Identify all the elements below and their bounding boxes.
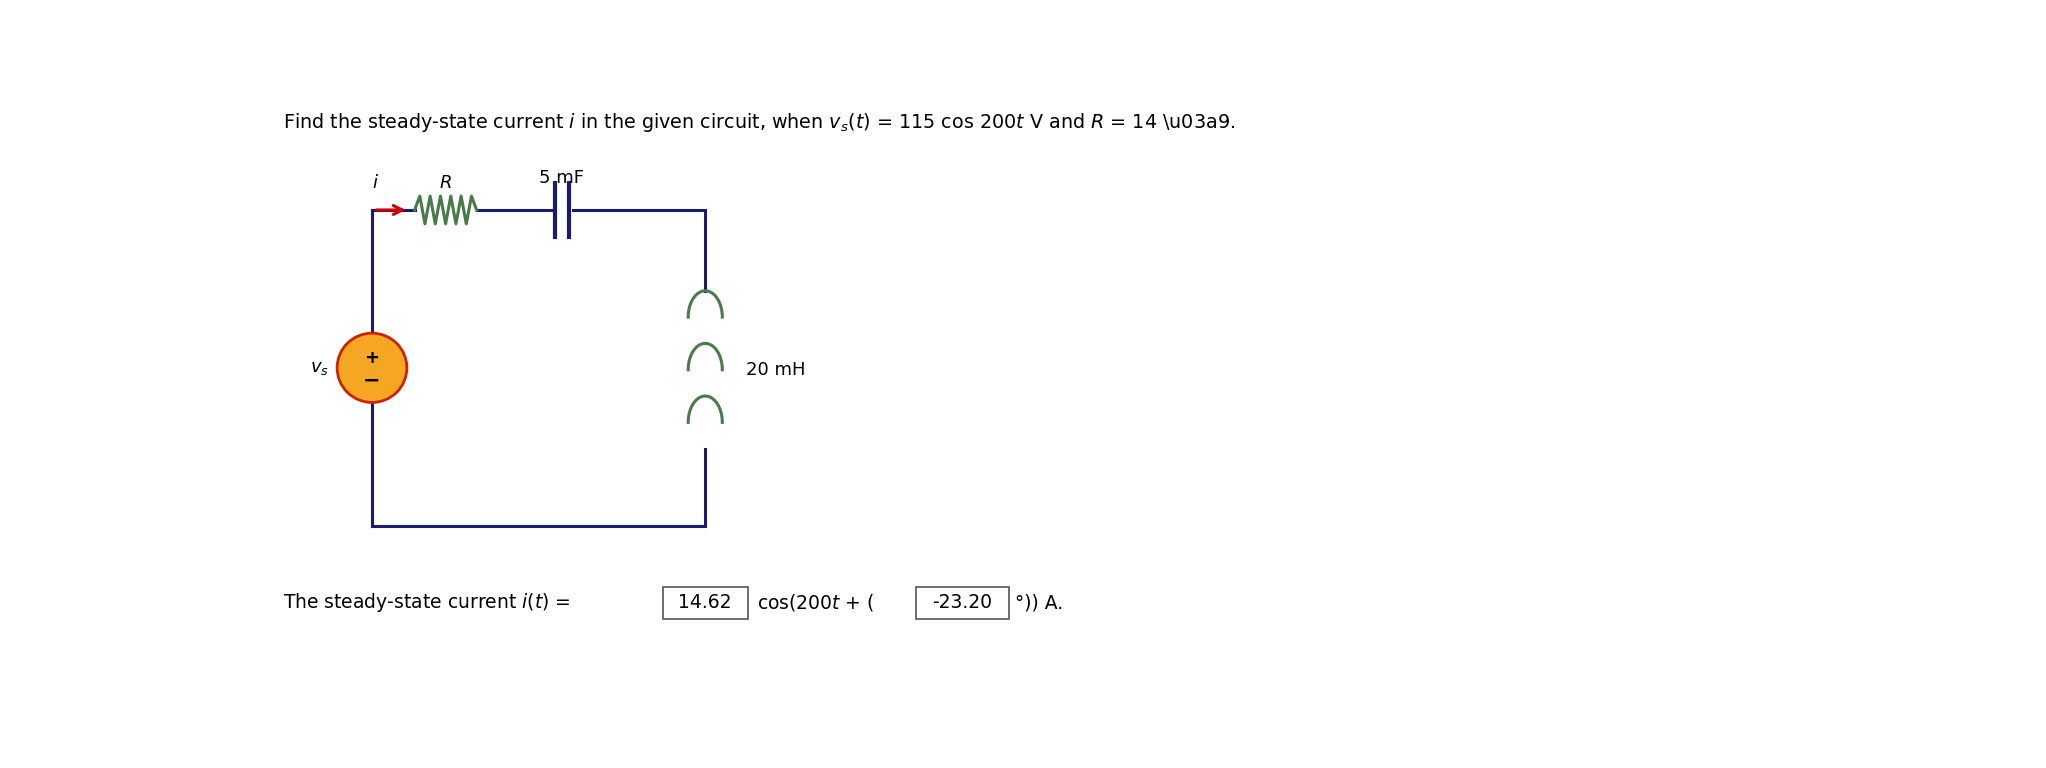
Text: Find the steady-state current $i$ in the given circuit, when $v_s(t)$ = 115 cos : Find the steady-state current $i$ in the…	[282, 111, 1236, 134]
Text: 14.62: 14.62	[679, 593, 732, 612]
Text: 20 mH: 20 mH	[745, 361, 804, 379]
FancyBboxPatch shape	[917, 587, 1009, 619]
FancyBboxPatch shape	[663, 587, 749, 619]
Text: +: +	[364, 349, 379, 367]
Circle shape	[338, 333, 407, 402]
Text: $v_s$: $v_s$	[309, 359, 329, 377]
Text: The steady-state current $i(t)$ =: The steady-state current $i(t)$ =	[282, 591, 571, 614]
Text: $i$: $i$	[372, 174, 379, 192]
Text: $R$: $R$	[440, 174, 452, 192]
Text: cos(200$t$ + (: cos(200$t$ + (	[757, 592, 874, 613]
Text: -23.20: -23.20	[933, 593, 992, 612]
Text: 5 mF: 5 mF	[540, 169, 585, 187]
Text: −: −	[364, 371, 381, 391]
Text: °)) A.: °)) A.	[1015, 593, 1064, 612]
